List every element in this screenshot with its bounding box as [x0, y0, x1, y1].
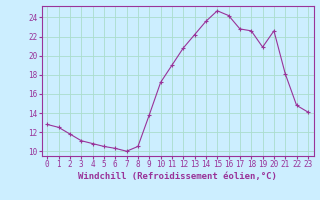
X-axis label: Windchill (Refroidissement éolien,°C): Windchill (Refroidissement éolien,°C): [78, 172, 277, 181]
